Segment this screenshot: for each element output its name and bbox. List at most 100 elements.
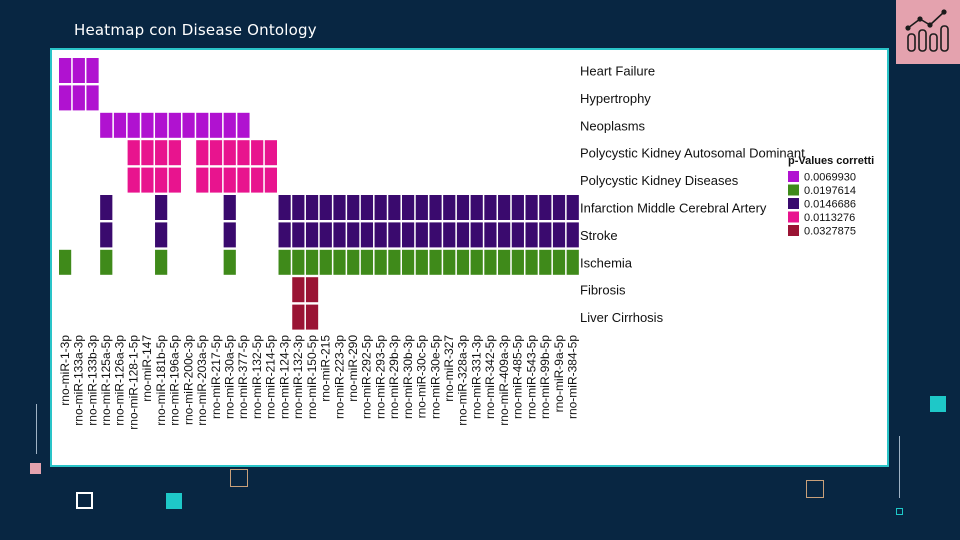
heatmap-cell: [456, 222, 470, 248]
row-label: Ischemia: [580, 255, 633, 270]
heatmap-cell: [402, 195, 415, 220]
column-labels: rno-miR-1-3p rno-miR-133a-3p rno-miR-133b-…: [58, 335, 580, 430]
heatmap-cell: [223, 222, 236, 248]
heatmap-cell: [141, 167, 154, 193]
column-label: rno-miR-30e-5p: [428, 335, 442, 419]
heatmap-cell: [525, 222, 538, 248]
heatmap-chart: Heart Failure Hypertrophy Neoplasms Polycys…: [58, 58, 874, 430]
heatmap-cell: [237, 167, 250, 193]
column-label: rno-miR-133b-3p: [85, 335, 99, 426]
heatmap-cell: [552, 249, 566, 275]
heatmap-cell: [86, 85, 99, 111]
heatmap-cell: [552, 222, 566, 248]
heatmap-cell: [155, 195, 168, 220]
heatmap-cell: [278, 195, 291, 220]
heatmap-cell: [415, 222, 428, 248]
column-label: rno-miR-30a-5p: [222, 335, 236, 419]
decor-square-tan: [230, 469, 248, 487]
heatmap-cell: [443, 222, 456, 248]
heatmap-cell: [498, 249, 511, 275]
column-label: rno-miR-409a-3p: [497, 335, 511, 426]
column-label: rno-miR-203a-5p: [195, 335, 209, 426]
heatmap-cell: [539, 222, 552, 248]
legend-swatch: [788, 225, 799, 236]
heatmap-cell: [429, 222, 442, 248]
decor-square-tan-right: [806, 480, 824, 498]
heatmap-cell: [305, 304, 319, 330]
heatmap-cell: [278, 249, 291, 275]
heatmap-cell: [333, 195, 346, 220]
column-label: rno-miR-214-5p: [264, 335, 278, 419]
slide-title: Heatmap con Disease Ontology: [74, 21, 317, 39]
row-label: Polycystic Kidney Autosomal Dominant: [580, 146, 805, 161]
heatmap-cell: [113, 112, 127, 138]
heatmap-cell: [127, 112, 140, 138]
heatmap-cell: [100, 249, 113, 275]
column-label: rno-miR-293-5p: [373, 335, 387, 419]
heatmap-cell: [155, 140, 168, 166]
heatmap-cell: [223, 140, 236, 166]
heatmap-cell: [168, 140, 181, 166]
heatmap-cell: [251, 140, 264, 166]
heatmap-cell: [456, 249, 470, 275]
heatmap-cell: [100, 112, 113, 138]
heatmap-cell: [470, 222, 483, 248]
column-label: rno-miR-133a-3p: [72, 335, 86, 426]
heatmap-cell: [127, 167, 140, 193]
heatmap-cell: [196, 112, 209, 138]
heatmap-cell: [498, 195, 511, 220]
heatmap-cell: [484, 249, 497, 275]
column-label: rno-miR-147: [140, 335, 154, 402]
heatmap-cell: [566, 249, 579, 275]
heatmap-cell: [209, 112, 223, 138]
legend-title: p-Values corretti: [788, 155, 874, 167]
heatmap-cell: [305, 249, 319, 275]
heatmap-cell: [223, 112, 236, 138]
heatmap-cell: [223, 167, 236, 193]
heatmap-cell: [360, 222, 374, 248]
heatmap-cell: [429, 195, 442, 220]
heatmap-cell: [456, 195, 470, 220]
row-label: Neoplasms: [580, 118, 646, 133]
heatmap-cell: [374, 195, 387, 220]
heatmap-cell: [223, 195, 236, 220]
row-label: Liver Cirrhosis: [580, 310, 664, 325]
legend-label: 0.0197614: [804, 185, 856, 197]
column-label: rno-miR-181b-5p: [154, 335, 168, 426]
heatmap-cell: [333, 222, 346, 248]
heatmap-cell: [209, 140, 223, 166]
heatmap-cell: [237, 112, 250, 138]
heatmap-cell: [155, 249, 168, 275]
column-label: rno-miR-217-5p: [209, 335, 223, 419]
legend-label: 0.0069930: [804, 172, 856, 184]
legend-swatch: [788, 198, 799, 209]
heatmap-cell: [196, 167, 209, 193]
heatmap-cell: [155, 167, 168, 193]
column-label: rno-miR-30b-3p: [401, 335, 415, 419]
heatmap-cell: [484, 222, 497, 248]
heatmap-cell: [237, 140, 250, 166]
heatmap-cell: [388, 195, 401, 220]
heatmap-cell: [498, 222, 511, 248]
heatmap-cell: [511, 222, 524, 248]
decor-line-right: [899, 436, 900, 498]
heatmap-cell: [251, 167, 264, 193]
row-label: Heart Failure: [580, 64, 655, 79]
decor-line-left: [36, 404, 37, 454]
heatmap-cell: [470, 249, 483, 275]
heatmap-cell: [182, 112, 195, 138]
column-label: rno-miR-485-5p: [511, 335, 525, 419]
corner-badge: [896, 0, 960, 64]
column-label: rno-miR-342-5p: [483, 335, 497, 419]
heatmap-cell: [511, 249, 524, 275]
heatmap-cell: [319, 249, 332, 275]
heatmap-cell: [525, 195, 538, 220]
decor-square-white: [76, 492, 93, 509]
row-label: Polycystic Kidney Diseases: [580, 173, 739, 188]
heatmap-cell: [552, 195, 566, 220]
heatmap-cell: [566, 222, 579, 248]
legend-swatch: [788, 184, 799, 196]
heatmap-cell: [333, 249, 346, 275]
heatmap-cell: [360, 249, 374, 275]
